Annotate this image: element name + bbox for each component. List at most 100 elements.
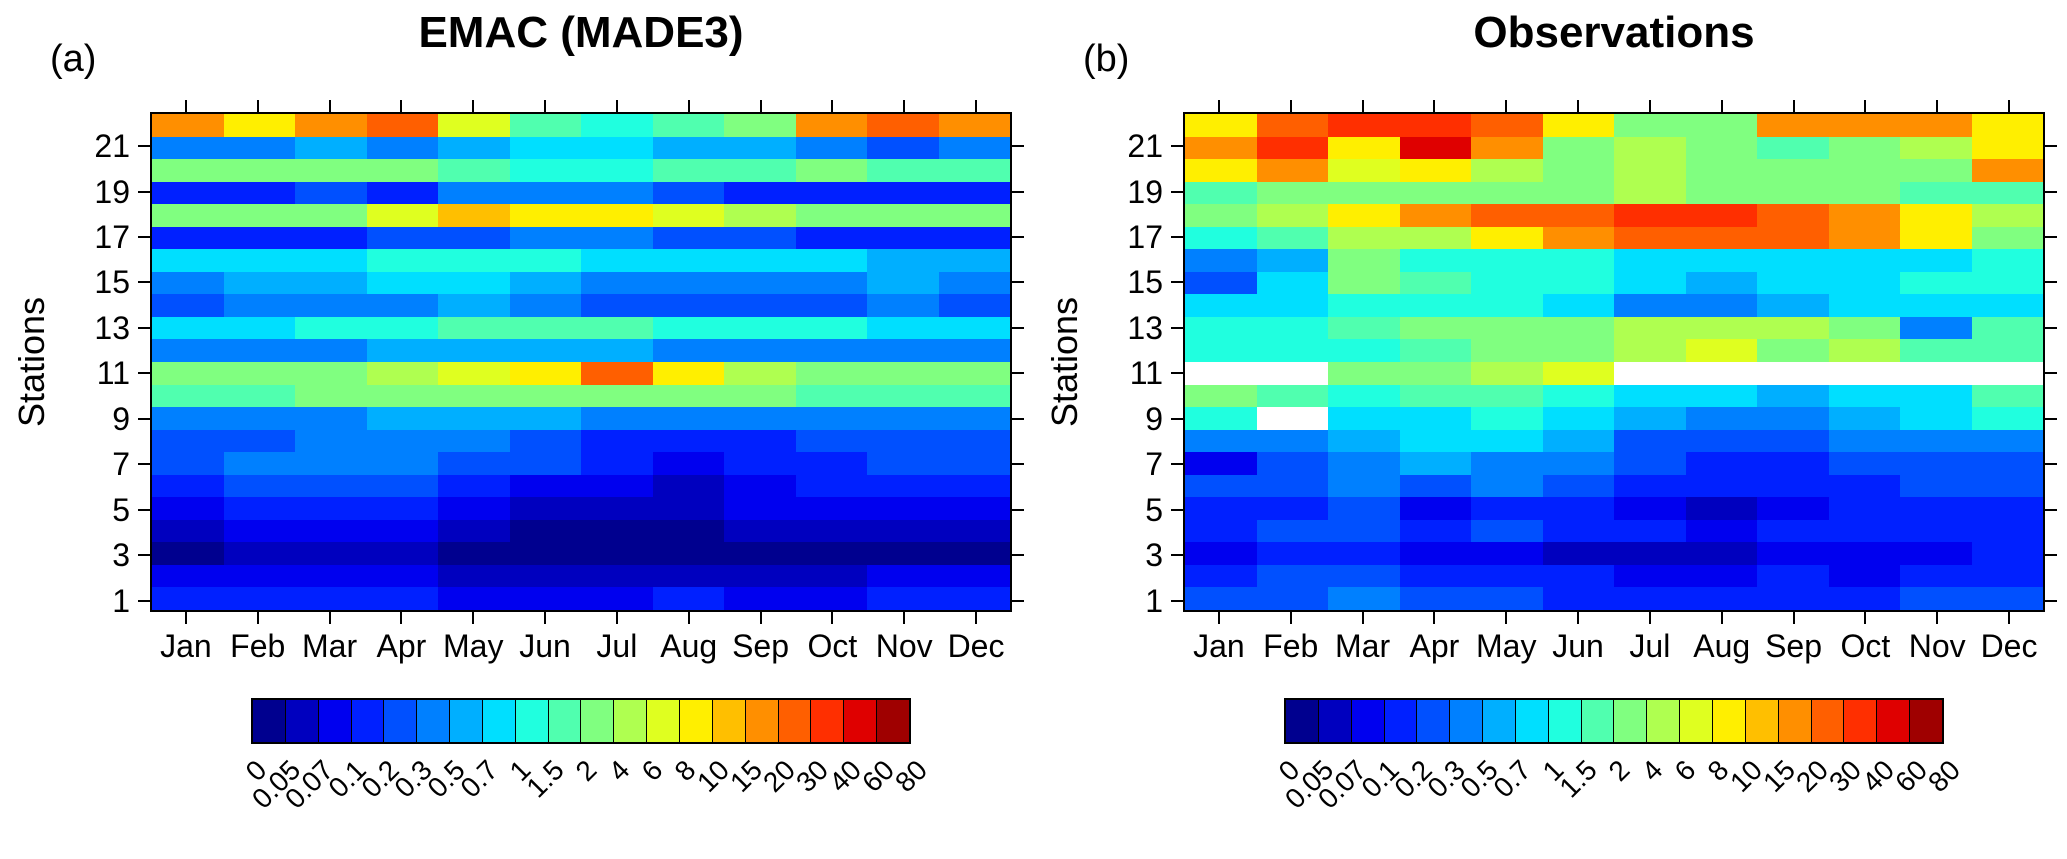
heatmap-cell (1685, 249, 1757, 272)
heatmap-cell (1185, 271, 1257, 295)
axis-tick (2045, 508, 2057, 511)
heatmap-cell (1542, 249, 1614, 272)
heatmap-cell (1185, 542, 1257, 565)
heatmap-cell (581, 361, 653, 385)
heatmap-cell (1685, 452, 1757, 475)
heatmap-cell (867, 361, 939, 385)
heatmap-cell (1399, 407, 1471, 430)
heatmap-cell (867, 159, 939, 182)
heatmap-cell (366, 429, 438, 453)
colorbar-cell (1351, 700, 1385, 742)
heatmap-cell (1328, 159, 1400, 182)
heatmap-cell (1185, 316, 1257, 340)
axis-tick (615, 100, 618, 112)
axis-tick (831, 100, 834, 112)
heatmap-cell (724, 564, 796, 588)
heatmap-cell (1614, 294, 1686, 317)
colorbar-cell (1647, 700, 1681, 742)
colorbar-cell (1286, 700, 1319, 742)
heatmap-cell (1256, 542, 1328, 565)
heatmap-cell (223, 204, 295, 227)
heatmap-cell (652, 339, 724, 362)
axis-tick (1505, 612, 1508, 624)
heatmap-cell (1185, 519, 1257, 543)
heatmap-cell (1471, 361, 1543, 385)
heatmap-cell (1971, 204, 2043, 227)
heatmap-cell (152, 564, 224, 588)
heatmap-cell (795, 497, 867, 520)
heatmap-cell (152, 271, 224, 295)
heatmap-cell (366, 294, 438, 317)
colorbar-labels: 0 0.05 0.07 0.1 0.2 0.3 0.5 0.7 1 1.5 2 4 6 8 10 15 20 30… (0, 754, 1033, 859)
y-tick-label: 21 (1127, 128, 1163, 165)
colorbar-cell (1417, 700, 1451, 742)
colorbar-cell (285, 700, 319, 742)
y-tick-label: 17 (1127, 219, 1163, 255)
x-tick-label: Mar (302, 628, 358, 664)
axis-tick (1864, 612, 1867, 624)
axis-tick (975, 612, 978, 624)
heatmap-cell (1399, 474, 1471, 498)
colorbar-cell (318, 700, 352, 742)
heatmap-cell (1185, 384, 1257, 408)
colorbar-cell (745, 700, 779, 742)
heatmap-cell (223, 429, 295, 453)
heatmap-cell (581, 497, 653, 520)
panel-tag-a: (a) (50, 38, 97, 80)
heatmap-cell (438, 249, 510, 272)
axis-tick (1361, 612, 1364, 624)
heatmap-cell (223, 474, 295, 498)
heatmap-cell (1828, 136, 1900, 160)
heatmap-cell (152, 497, 224, 520)
heatmap-cell (652, 542, 724, 565)
colorbar-cell (1450, 700, 1484, 742)
heatmap-cell (1685, 159, 1757, 182)
axis-tick (1720, 612, 1723, 624)
heatmap-cell (1328, 136, 1400, 160)
axis-tick (1171, 326, 1183, 329)
axis-tick (1012, 190, 1024, 193)
heatmap-cell (795, 226, 867, 250)
heatmap-cell (509, 294, 581, 317)
colorbar-tick-label: 2 (1602, 754, 1636, 787)
heatmap-cell (1971, 384, 2043, 408)
heatmap-cell (509, 249, 581, 272)
heatmap-cell (1971, 294, 2043, 317)
axis-tick (1864, 100, 1867, 112)
heatmap-cell (366, 316, 438, 340)
heatmap-cell (1757, 384, 1829, 408)
heatmap-cell (938, 452, 1010, 475)
colorbar-cell (1614, 700, 1648, 742)
heatmap-cell (652, 361, 724, 385)
axis-tick (1171, 281, 1183, 284)
axis-tick (544, 100, 547, 112)
axis-tick (256, 612, 259, 624)
heatmap-cell (1542, 114, 1614, 137)
axis-tick (138, 508, 150, 511)
heatmap-cell (581, 159, 653, 182)
colorbar-tick-label: 4 (1635, 754, 1669, 787)
heatmap-cell (509, 587, 581, 610)
colorbar-cell (811, 700, 845, 742)
heatmap-cell (867, 339, 939, 362)
heatmap-cell (1256, 587, 1328, 610)
x-tick-label: Feb (230, 628, 286, 664)
heatmap-cell (1399, 339, 1471, 362)
heatmap-cell (223, 136, 295, 160)
heatmap-cell (1471, 429, 1543, 453)
heatmap-cell (1542, 407, 1614, 430)
y-tick-label: 11 (1129, 355, 1163, 392)
heatmap-cell (1256, 271, 1328, 295)
heatmap-cell (1757, 294, 1829, 317)
heatmap-cell (1185, 564, 1257, 588)
axis-tick (138, 463, 150, 466)
heatmap-cell (223, 249, 295, 272)
heatmap-cell (1542, 429, 1614, 453)
x-tick-label: Aug (1693, 628, 1751, 664)
heatmap-cell (1185, 339, 1257, 362)
y-tick-label: 21 (94, 128, 130, 165)
heatmap-cell (1685, 542, 1757, 565)
heatmap-cell (1542, 542, 1614, 565)
heatmap-cell (1828, 249, 1900, 272)
heatmap-cell (1900, 587, 1972, 610)
